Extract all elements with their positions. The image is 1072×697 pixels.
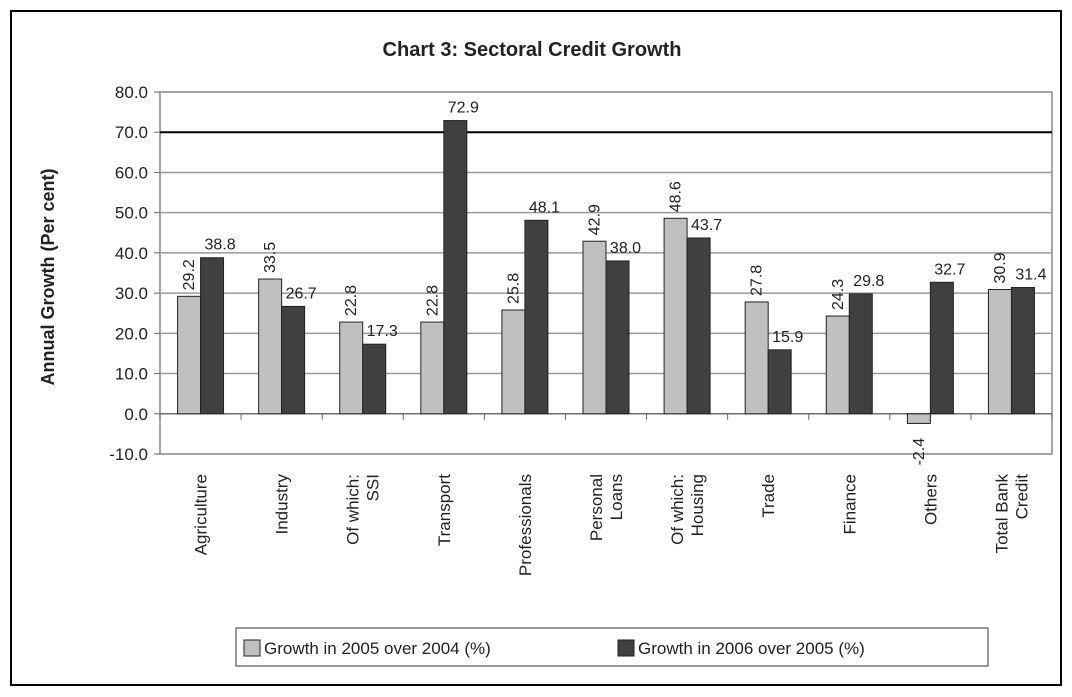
x-tick-label: Agriculture (192, 474, 211, 555)
data-label: 31.4 (1015, 266, 1046, 283)
bar-series-2 (443, 120, 468, 415)
y-tick-label: 20.0 (115, 324, 148, 343)
y-tick-label: 0.0 (124, 405, 148, 424)
x-tick-label: Of which: (668, 474, 687, 545)
data-label: 29.2 (181, 259, 198, 290)
bar-series-1 (825, 315, 850, 415)
x-tick-label: Finance (840, 474, 859, 534)
x-tick-label: Total Bank (992, 474, 1011, 554)
bar-series-1 (906, 413, 931, 424)
chart-title: Chart 3: Sectoral Credit Growth (383, 39, 682, 61)
bar-series-2 (362, 343, 387, 415)
bar-series-1 (420, 321, 445, 415)
legend-label-series-2: Growth in 2006 over 2005 (%) (638, 639, 865, 658)
x-tick-label: Credit (1012, 474, 1031, 520)
bar-series-1 (582, 240, 607, 415)
bar-series-1 (339, 321, 364, 415)
bar-series-2 (848, 293, 873, 415)
y-tick-label: 30.0 (115, 284, 148, 303)
x-tick-label: Housing (688, 474, 707, 536)
data-label: 72.9 (448, 100, 479, 117)
data-label: 22.8 (343, 285, 360, 316)
legend: Growth in 2005 over 2004 (%) Growth in 20… (235, 627, 989, 667)
bar-series-2 (524, 219, 549, 415)
data-label: 38.0 (610, 240, 641, 257)
legend-box (235, 627, 989, 667)
data-label: 48.1 (529, 199, 560, 216)
legend-swatch-series-2 (617, 639, 635, 657)
data-label: 30.9 (992, 252, 1009, 283)
data-label: 38.8 (204, 237, 235, 254)
y-tick-label: 60.0 (115, 163, 148, 182)
data-label: 33.5 (262, 242, 279, 273)
y-tick-label: 70.0 (115, 123, 148, 142)
bar-series-2 (281, 305, 306, 415)
bar-series-2 (1010, 286, 1035, 415)
data-label: 48.6 (668, 181, 685, 212)
x-tick-label: Of which: (344, 474, 363, 545)
data-label: 29.8 (853, 273, 884, 290)
y-tick-label: 10.0 (115, 365, 148, 384)
x-tick-label: Trade (759, 474, 778, 518)
data-label: 22.8 (424, 285, 441, 316)
bar-series-2 (686, 237, 711, 415)
y-tick-label: 40.0 (115, 244, 148, 263)
bar-series-2 (200, 257, 225, 415)
bar-series-1 (663, 217, 688, 415)
bar-chart: Chart 3: Sectoral Credit Growth Annual G… (38, 39, 1053, 667)
bar-series-2 (929, 281, 954, 415)
x-tick-label: Others (921, 474, 940, 525)
data-label: 43.7 (691, 217, 722, 234)
data-label: 26.7 (286, 285, 317, 302)
x-tick-label: Loans (607, 474, 626, 520)
y-tick-label: 80.0 (115, 83, 148, 102)
plot-area: 80.0 70.0 60.0 50.0 40.0 30.0 20.0 10.0 0.0 -10.0… (109, 83, 1053, 576)
bar-series-1 (987, 288, 1012, 415)
x-tick-label: Transport (435, 474, 454, 546)
data-label: 25.8 (505, 273, 522, 304)
bar-series-2 (605, 260, 630, 415)
y-axis-label: Annual Growth (Per cent) (38, 168, 58, 385)
bar-series-1 (258, 278, 283, 415)
bar-series-1 (501, 309, 526, 415)
data-label: 27.8 (749, 265, 766, 296)
data-label: 42.9 (587, 204, 604, 235)
bar-series-2 (767, 349, 792, 415)
legend-label-series-1: Growth in 2005 over 2004 (%) (264, 639, 491, 658)
data-label: -2.4 (911, 438, 928, 466)
chart-frame: Chart 3: Sectoral Credit Growth Annual G… (10, 10, 1062, 686)
y-tick-label: 50.0 (115, 204, 148, 223)
bar-series-1 (177, 295, 202, 415)
data-label: 17.3 (367, 323, 398, 340)
x-tick-label: Industry (273, 474, 292, 535)
bar-series-1 (744, 301, 769, 415)
x-tick-label: Professionals (516, 474, 535, 576)
x-tick-label: SSI (364, 474, 383, 501)
legend-swatch-series-1 (243, 639, 261, 657)
data-label: 32.7 (934, 261, 965, 278)
data-label: 15.9 (772, 329, 803, 346)
data-label: 24.3 (830, 279, 847, 310)
x-tick-label: Personal (587, 474, 606, 541)
y-tick-label: -10.0 (109, 445, 148, 464)
